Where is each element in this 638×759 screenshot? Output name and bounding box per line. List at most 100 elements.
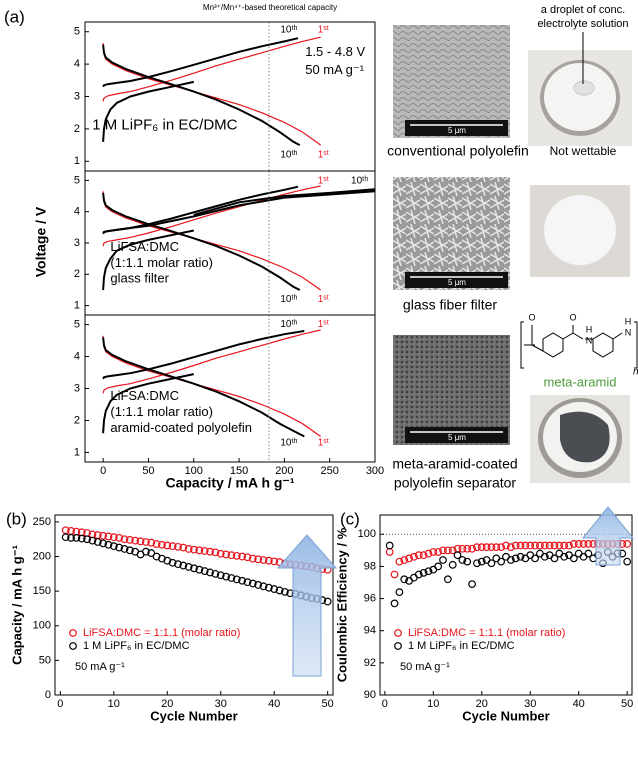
point xyxy=(147,549,156,557)
x-axis-title: Capacity / mA h g⁻¹ xyxy=(165,475,294,491)
point xyxy=(120,535,129,544)
x-tick-label: 50 xyxy=(322,698,334,710)
x-tick-label: 250 xyxy=(321,465,339,477)
x-tick-label: 10 xyxy=(108,698,120,710)
point xyxy=(232,551,241,560)
photo-caption: Not wettable xyxy=(550,144,617,158)
legend-marker xyxy=(394,642,402,650)
point xyxy=(99,539,108,548)
frame xyxy=(84,314,376,463)
x-tick-label: 50 xyxy=(142,465,154,477)
point xyxy=(77,534,86,543)
photo-disc xyxy=(544,195,616,265)
point xyxy=(238,552,247,561)
point xyxy=(526,551,535,560)
y-axis-title: Voltage / V xyxy=(33,206,49,277)
y-tick-label: 92 xyxy=(364,657,376,669)
point xyxy=(506,556,515,564)
point xyxy=(222,572,230,581)
legend-label: 1 M LiPF₆ in EC/DMC xyxy=(408,640,515,652)
point xyxy=(419,551,428,560)
point xyxy=(232,575,241,584)
y-axis-title: Coulombic Efficiency / % xyxy=(334,527,349,682)
point xyxy=(502,541,510,550)
point xyxy=(434,548,443,556)
point xyxy=(179,561,188,570)
y-tick-label: 2 xyxy=(74,414,80,426)
point xyxy=(206,568,214,577)
scale-label: 5 μm xyxy=(448,433,466,442)
point xyxy=(555,549,564,558)
y-axis-title: Capacity / mA h g⁻¹ xyxy=(9,545,24,665)
point xyxy=(248,579,257,588)
point xyxy=(400,556,409,564)
point xyxy=(211,569,220,578)
point xyxy=(487,559,496,568)
curve xyxy=(102,229,195,291)
point xyxy=(158,540,166,549)
point xyxy=(104,532,113,541)
x-tick-label: 30 xyxy=(215,698,227,710)
droplet xyxy=(573,80,595,96)
annotation: (1:1.1 molar ratio) xyxy=(110,255,213,270)
point xyxy=(477,543,486,552)
point xyxy=(516,541,525,550)
y-tick-label: 250 xyxy=(33,516,51,528)
point xyxy=(200,567,209,575)
point xyxy=(115,543,124,552)
curve xyxy=(102,337,305,438)
point xyxy=(502,552,510,561)
scale-bar-box xyxy=(405,427,508,443)
y-tick-label: 1 xyxy=(74,155,80,167)
annotation: LiFSA:DMC xyxy=(110,239,179,254)
photo-note: electrolyte solution xyxy=(537,18,628,30)
point xyxy=(211,548,220,557)
point xyxy=(259,556,268,564)
x-tick-label: 0 xyxy=(382,698,388,710)
point xyxy=(492,554,501,563)
structure-name: meta-aramid xyxy=(544,374,617,389)
point xyxy=(254,555,263,564)
point xyxy=(468,580,476,589)
point xyxy=(259,582,268,591)
point xyxy=(147,538,156,547)
point xyxy=(243,553,252,562)
annotation: Mn³⁺/Mn⁴⁺-based theoretical capacity xyxy=(203,3,337,12)
annotation: 1.5 - 4.8 V xyxy=(305,44,365,59)
point xyxy=(531,541,539,550)
point xyxy=(190,564,198,573)
point xyxy=(458,556,467,564)
point xyxy=(109,542,118,551)
x-tick-label: 50 xyxy=(621,698,633,710)
point xyxy=(410,573,418,582)
point xyxy=(550,554,559,563)
caption: glass fiber filter xyxy=(403,297,497,313)
point xyxy=(536,549,544,558)
x-tick-label: 20 xyxy=(161,698,173,710)
x-tick-label: 40 xyxy=(573,698,585,710)
point xyxy=(497,557,506,566)
point xyxy=(511,554,520,563)
point xyxy=(540,552,549,561)
legend-label: LiFSA:DMC = 1:1.1 (molar ratio) xyxy=(83,627,240,639)
point xyxy=(473,559,481,568)
curve xyxy=(102,80,195,142)
point xyxy=(93,538,102,546)
atom: O xyxy=(569,312,576,322)
point xyxy=(468,544,476,553)
point xyxy=(574,549,583,558)
point xyxy=(473,543,481,552)
x-tick-label: 30 xyxy=(524,698,536,710)
point xyxy=(184,563,193,571)
x-tick-label: 200 xyxy=(275,465,293,477)
annotation: 1ˢᵗ xyxy=(318,294,329,305)
curve xyxy=(102,36,321,102)
point xyxy=(227,551,236,560)
point xyxy=(487,543,496,552)
point xyxy=(385,548,394,556)
point xyxy=(67,533,75,542)
point xyxy=(439,556,447,564)
annotation: aramid-coated polyolefin xyxy=(110,420,252,435)
curve xyxy=(102,330,305,380)
